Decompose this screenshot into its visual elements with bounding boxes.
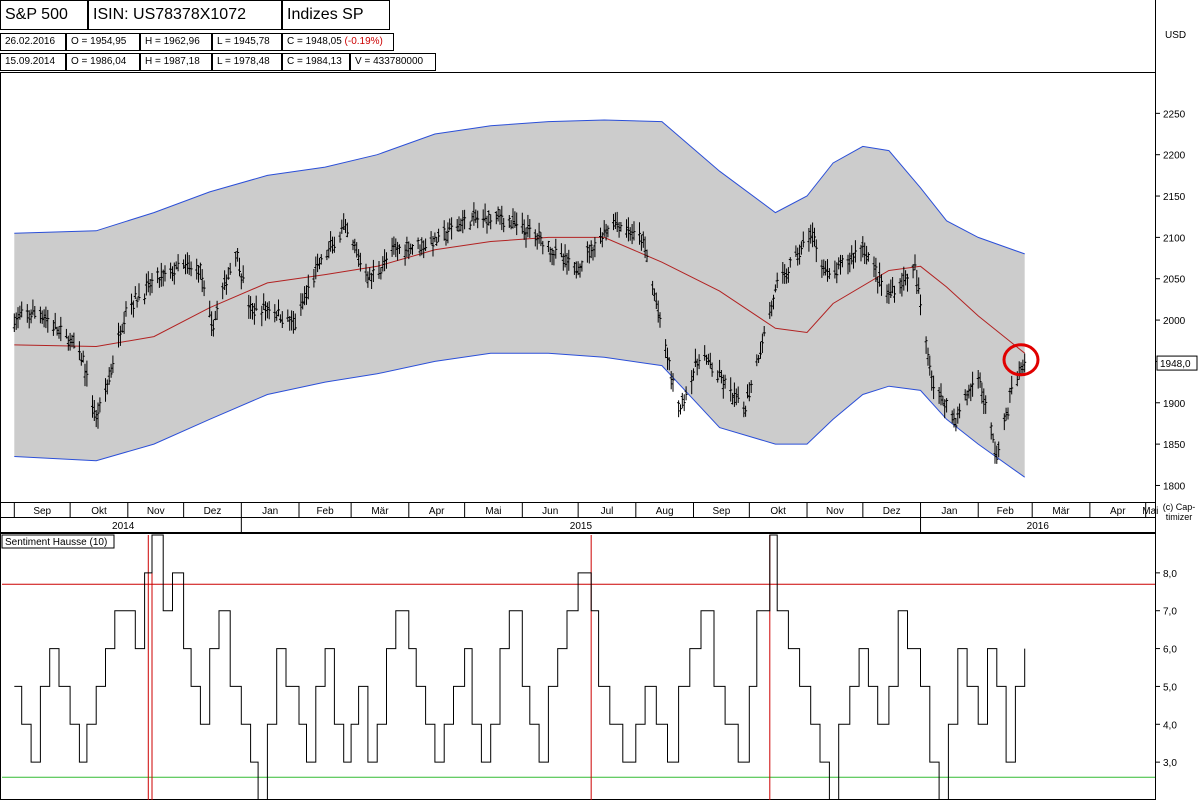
year-label: 2014 [112,521,135,532]
sentiment-ytick-label: 3,0 [1163,758,1177,769]
row1-open: O = 1954,95 [66,33,140,51]
exchange-label: Indizes SP [282,0,390,30]
month-label: Jul [601,506,614,517]
price-ytick-label: 2200 [1163,151,1186,162]
row2-volume: V = 433780000 [350,53,436,71]
month-label: Mär [1052,506,1070,517]
row1-change: (-0.19%) [344,36,383,47]
price-ytick-label: 2100 [1163,233,1186,244]
year-label: 2015 [570,521,593,532]
sentiment-ytick-label: 4,0 [1163,720,1177,731]
month-label: Dez [204,506,222,517]
sentiment-ytick-label: 8,0 [1163,569,1177,580]
month-label: Apr [1110,506,1126,517]
month-label: Jan [262,506,278,517]
row2-open: O = 1986,04 [66,53,140,71]
price-ytick-label: 2050 [1163,275,1186,286]
row1-low: L = 1945,78 [212,33,282,51]
month-label: Nov [147,506,165,517]
month-label: Mai [1142,506,1158,517]
row2-date: 15.09.2014 [0,53,66,71]
month-label: Jan [941,506,957,517]
sentiment-ytick-label: 5,0 [1163,682,1177,693]
sentiment-ytick-label: 6,0 [1163,645,1177,656]
sentiment-title: Sentiment Hausse (10) [5,537,107,548]
row1-close-value: C = 1948,05 [287,36,342,47]
price-ytick-label: 1850 [1163,440,1186,451]
symbol-label: S&P 500 [0,0,88,30]
currency-label: USD [1165,30,1187,41]
row1-close: C = 1948,05 (-0.19%) [282,33,394,51]
year-label: 2016 [1027,521,1050,532]
moving-average-line [14,236,1026,354]
month-label: Feb [997,506,1015,517]
highlight-circle-marker [1002,343,1040,377]
month-label: Nov [826,506,844,517]
year-axis-frame [0,517,1156,533]
month-label: Mär [371,506,389,517]
month-label: Okt [91,506,107,517]
row1-high: H = 1962,96 [140,33,212,51]
row2-high: H = 1987,18 [140,53,212,71]
row1-date: 26.02.2016 [0,33,66,51]
month-label: Sep [33,506,51,517]
price-ytick-label: 1800 [1163,481,1186,492]
month-label: Sep [713,506,731,517]
row2-low: L = 1978,48 [212,53,282,71]
price-ytick-label: 2000 [1163,316,1186,327]
row2-close: C = 1984,13 [282,53,350,71]
last-value-label: 1948,0 [1160,359,1191,370]
month-label: Okt [770,506,786,517]
copyright-label: (c) Cap-timizer [1162,502,1196,522]
lower-band-line [14,352,1025,478]
sentiment-ytick-label: 7,0 [1163,607,1177,618]
month-label: Dez [883,506,901,517]
sentiment-line [14,534,1026,800]
sentiment-title-box [1,534,115,549]
month-label: Mai [485,506,501,517]
month-label: Feb [316,506,334,517]
price-ytick-label: 1900 [1163,399,1186,410]
month-label: Apr [429,506,445,517]
price-bars [12,202,1027,464]
price-ytick-label: 2150 [1163,192,1186,203]
price-ytick-label: 2250 [1163,109,1186,120]
last-value-box [1156,355,1198,371]
month-label: Jun [542,506,558,517]
isin-label: ISIN: US78378X1072 [88,0,282,30]
band-fill [14,120,1025,478]
upper-band-line [14,119,1025,255]
month-label: Aug [656,506,674,517]
